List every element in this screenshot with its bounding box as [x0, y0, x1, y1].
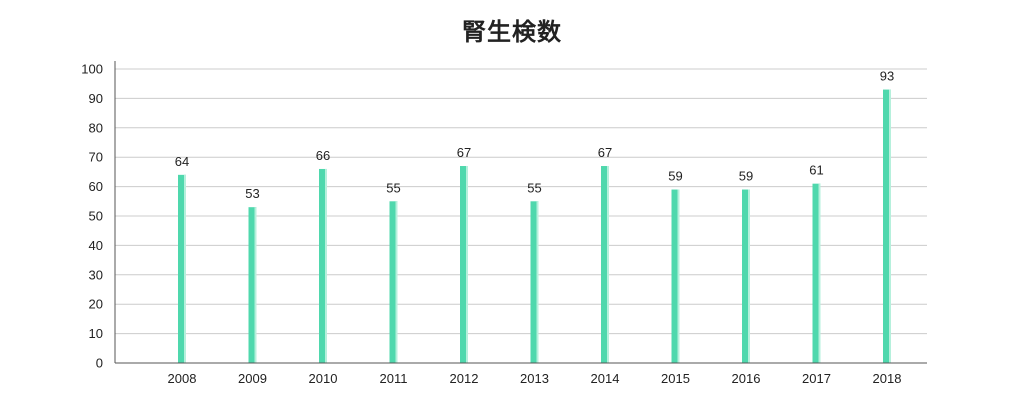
data-label-2009: 53: [245, 186, 259, 201]
x-tick-label: 2012: [450, 371, 479, 386]
x-tick-label: 2010: [309, 371, 338, 386]
bar-2011: [389, 201, 398, 363]
bar-2014: [601, 166, 609, 363]
bar-highlight: [536, 201, 539, 363]
bar-2008: [178, 174, 186, 363]
data-label-2018: 93: [880, 69, 894, 84]
bar-highlight: [395, 201, 398, 363]
y-tick-label: 90: [89, 91, 103, 106]
data-labels: 64 53 66 55 67 55 67 59 59 61 93: [175, 69, 894, 202]
y-axis-ticks: 0 10 20 30 40 50 60 70 80 90 100: [81, 62, 103, 371]
bar-2015: [671, 189, 680, 363]
data-label-2015: 59: [668, 169, 682, 184]
gridlines: [115, 68, 927, 335]
data-label-2014: 67: [598, 145, 612, 160]
bar-highlight: [818, 183, 821, 363]
x-tick-label: 2016: [732, 371, 761, 386]
data-label-2010: 66: [316, 148, 330, 163]
x-tick-label: 2015: [661, 371, 690, 386]
bar-2016: [742, 189, 750, 363]
y-tick-label: 10: [89, 326, 103, 341]
y-tick-label: 70: [89, 150, 103, 165]
bar-2010: [319, 168, 327, 363]
y-tick-label: 20: [89, 297, 103, 312]
bar-highlight: [889, 89, 891, 363]
data-label-2011: 55: [386, 180, 400, 195]
bar-highlight: [254, 207, 257, 363]
bar-2009: [248, 207, 257, 363]
bars: [178, 89, 891, 363]
data-label-2013: 55: [527, 180, 541, 195]
bar-highlight: [184, 174, 186, 363]
y-tick-label: 50: [89, 209, 103, 224]
data-label-2017: 61: [809, 163, 823, 178]
y-tick-label: 80: [89, 120, 103, 135]
bar-highlight: [466, 166, 468, 363]
bar-2018: [883, 89, 891, 363]
x-tick-label: 2009: [238, 371, 267, 386]
x-tick-label: 2013: [520, 371, 549, 386]
bar-highlight: [677, 189, 680, 363]
chart-title: 腎生検数: [462, 18, 562, 46]
y-tick-label: 100: [81, 62, 103, 77]
bar-highlight: [607, 166, 609, 363]
x-tick-label: 2011: [380, 371, 408, 386]
data-label-2016: 59: [739, 169, 753, 184]
bar-highlight: [325, 168, 327, 363]
x-tick-label: 2018: [873, 371, 902, 386]
y-tick-label: 40: [89, 238, 103, 253]
x-tick-label: 2017: [802, 371, 831, 386]
x-tick-label: 2008: [168, 371, 197, 386]
bar-highlight: [748, 189, 750, 363]
data-label-2012: 67: [457, 145, 471, 160]
bar-2013: [530, 201, 539, 363]
y-tick-label: 0: [96, 356, 103, 371]
x-tick-label: 2014: [591, 371, 620, 386]
y-tick-label: 30: [89, 267, 103, 282]
bar-2017: [812, 183, 821, 363]
bar-2012: [460, 166, 468, 363]
x-axis-ticks: 2008 2009 2010 2011 2012 2013 2014 2015 2016 2017…: [168, 371, 902, 386]
data-label-2008: 64: [175, 154, 189, 169]
y-tick-label: 60: [89, 179, 103, 194]
